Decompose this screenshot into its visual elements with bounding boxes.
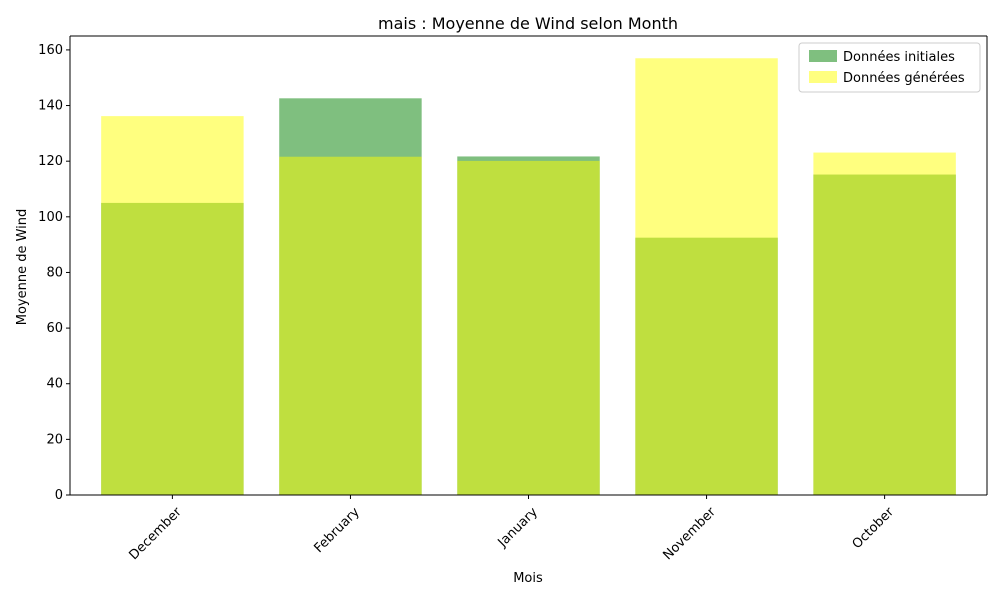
y-tick-label: 0 [55, 488, 63, 503]
y-tick-label: 60 [46, 321, 63, 336]
legend-label-generated: Données générées [843, 71, 965, 86]
plot-area: 0 20 40 60 80 100 120 140 160 December February Jan… [38, 35, 988, 563]
y-axis-label: Moyenne de Wind [15, 209, 30, 326]
y-tick-label: 140 [38, 99, 63, 114]
x-tick-label-december: December [126, 504, 185, 563]
legend-swatch-initial [809, 50, 837, 62]
y-tick-label: 20 [46, 432, 63, 447]
y-tick-label: 100 [38, 210, 63, 225]
legend-label-initial: Données initiales [843, 50, 955, 65]
legend: Données initiales Données générées [798, 42, 981, 93]
legend-swatch-generated [809, 71, 837, 83]
bar-generated-november [635, 58, 778, 495]
y-tick-label: 80 [46, 265, 63, 280]
y-tick-label: 120 [38, 154, 63, 169]
bar-generated-october [813, 152, 956, 496]
legend-frame [798, 42, 981, 93]
x-tick-label-january: January [495, 505, 541, 551]
x-tick-label-october: October [850, 504, 898, 552]
bar-generated-january [457, 160, 600, 496]
bar-generated-february [279, 156, 422, 496]
x-tick-label-february: February [311, 505, 363, 557]
x-axis-label: Mois [513, 571, 543, 586]
chart-title: mais : Moyenne de Wind selon Month [378, 14, 678, 33]
y-tick-label: 160 [38, 43, 63, 58]
y-tick-label: 40 [46, 377, 63, 392]
x-tick-label-november: November [660, 504, 719, 563]
bar-generated-december [101, 116, 244, 495]
